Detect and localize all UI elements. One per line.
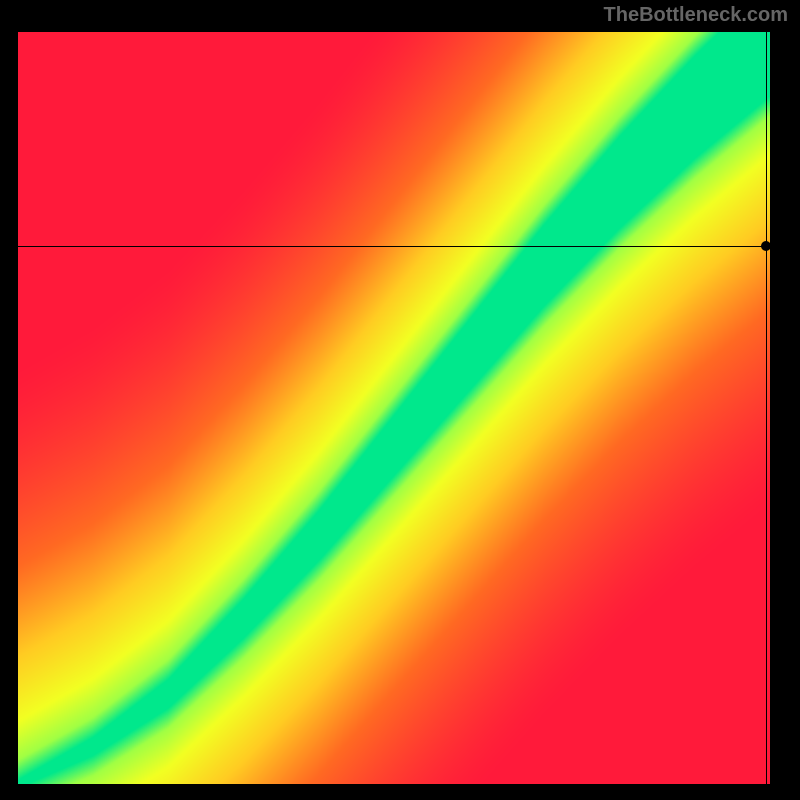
- bottleneck-heatmap-plot: [18, 32, 770, 784]
- data-point-marker: [761, 241, 771, 251]
- watermark-text: TheBottleneck.com: [604, 4, 788, 27]
- crosshair-horizontal-line: [18, 246, 770, 247]
- heatmap-canvas: [18, 32, 770, 784]
- crosshair-vertical-line: [766, 32, 767, 784]
